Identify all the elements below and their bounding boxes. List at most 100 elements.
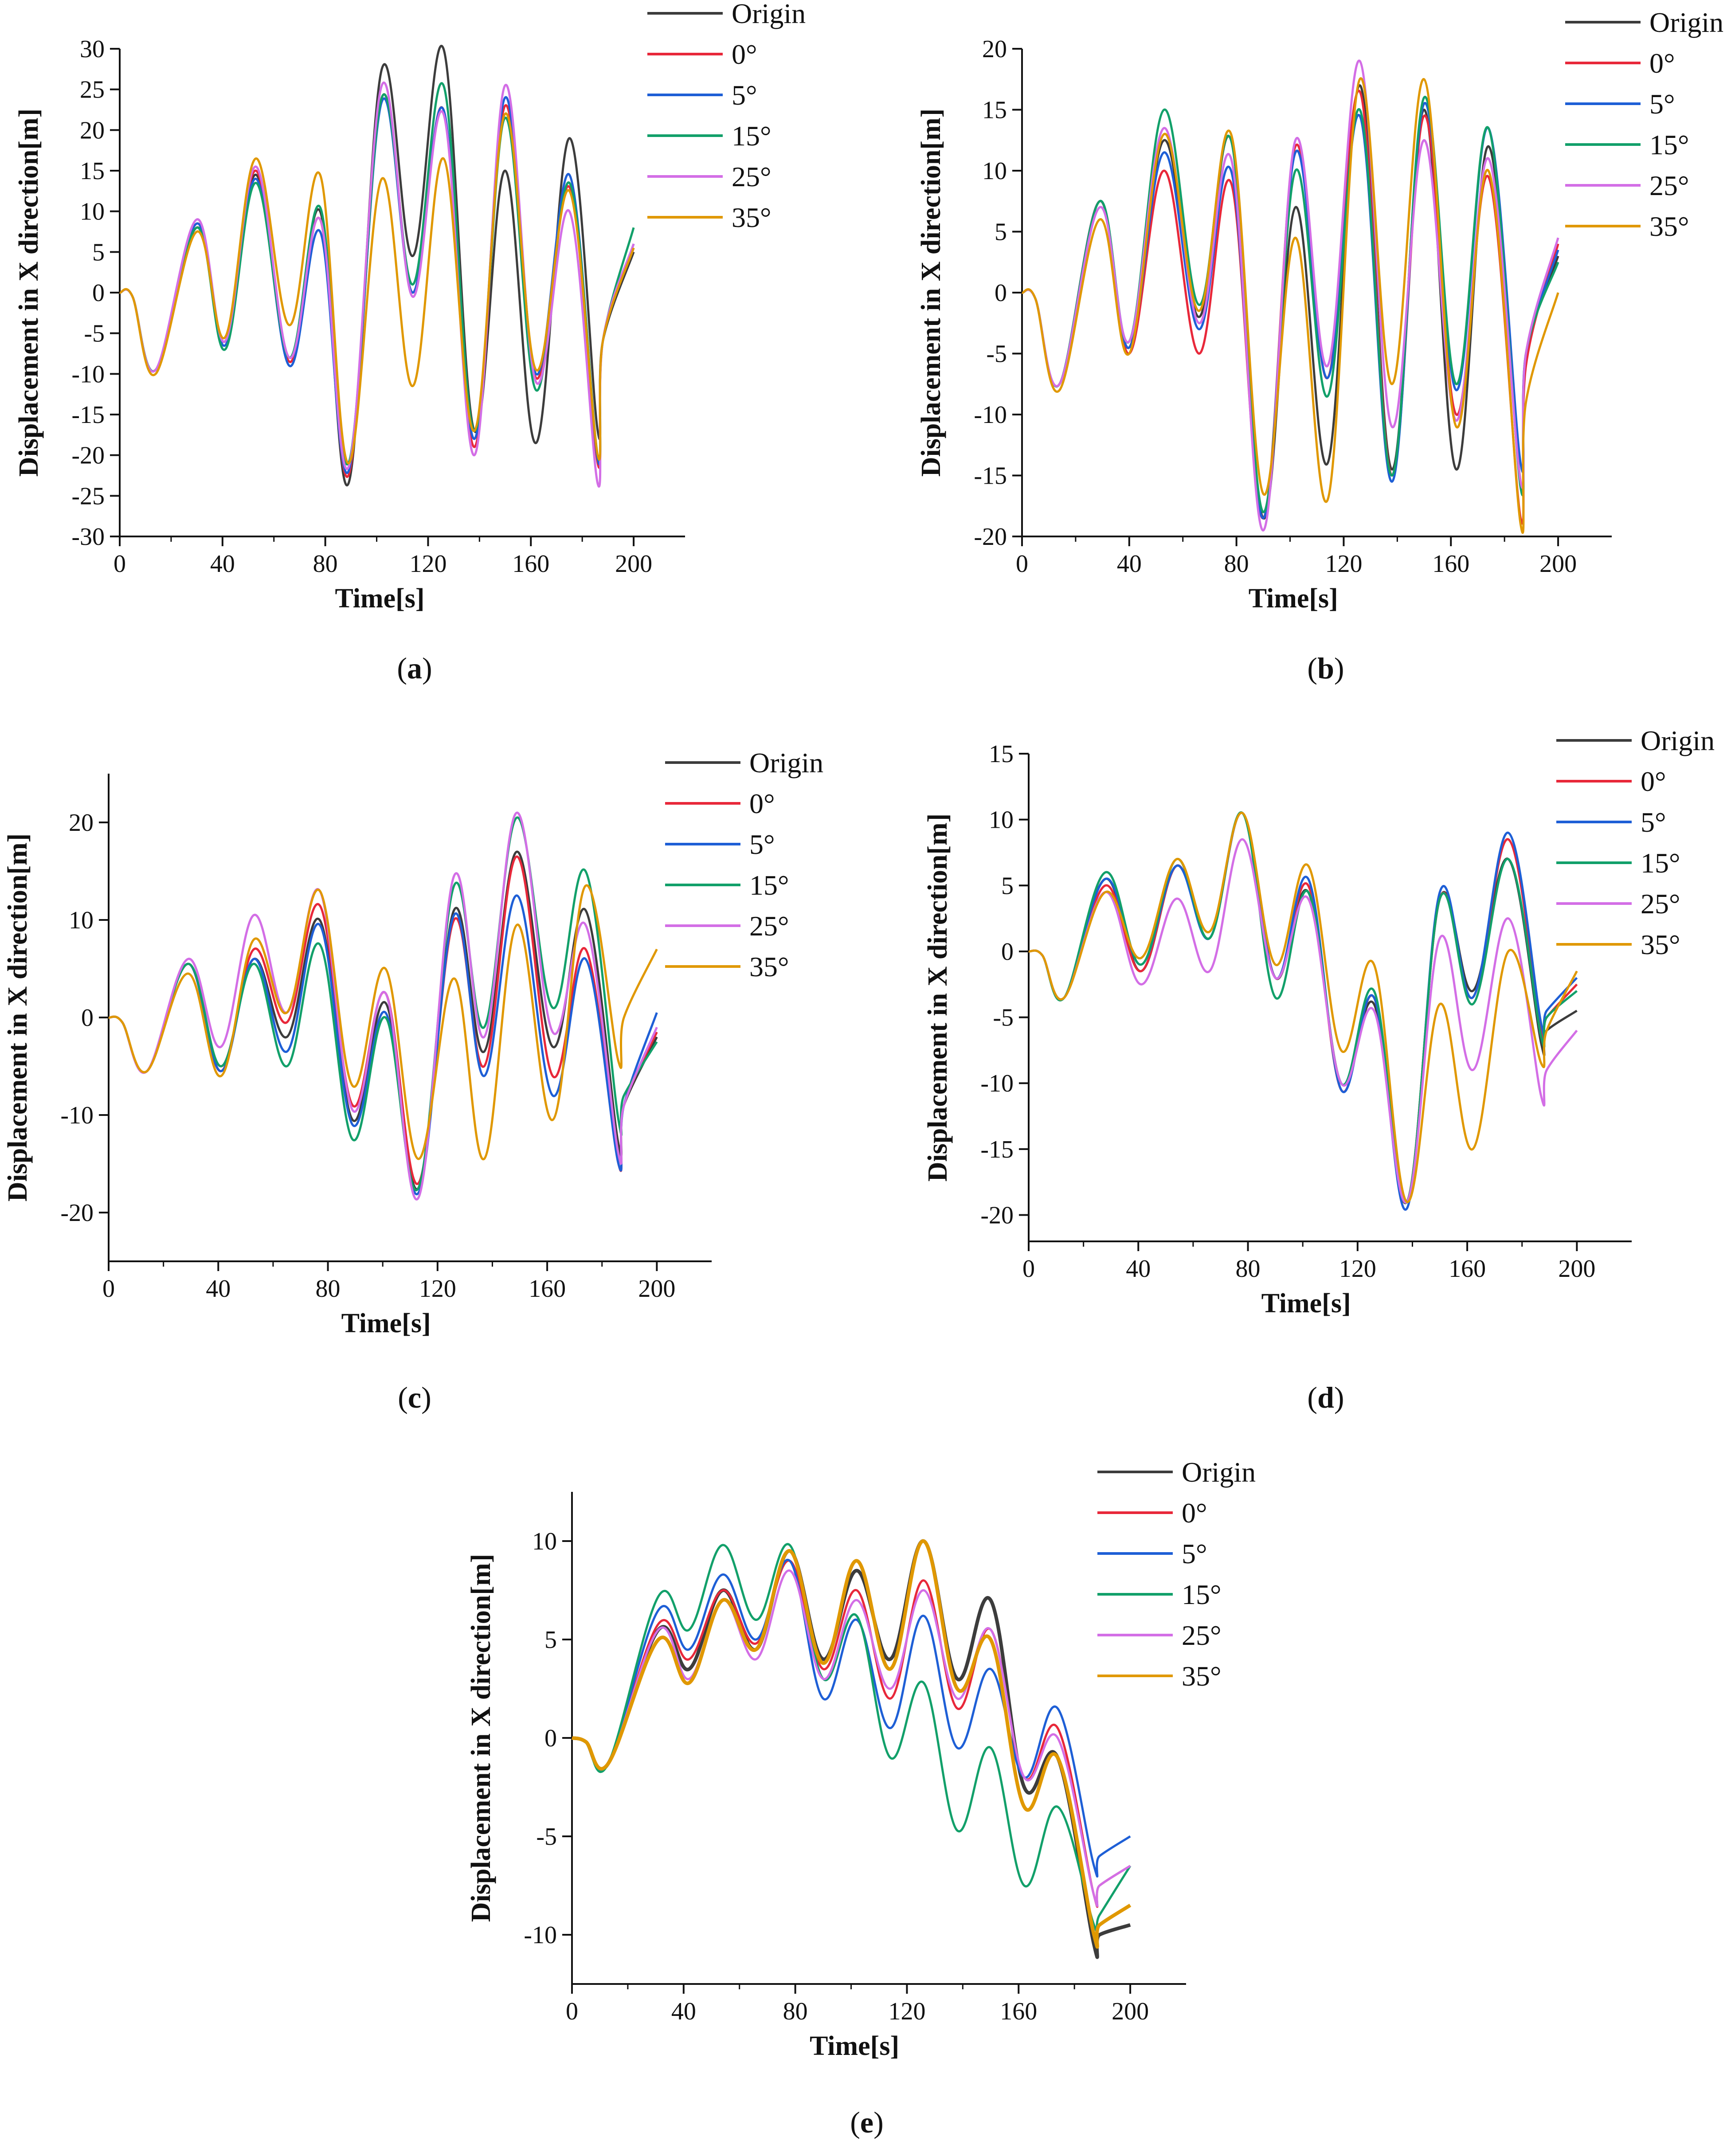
- x-tick-label: 40: [1126, 1255, 1151, 1283]
- x-tick-label: 0: [1016, 550, 1028, 578]
- legend-label: Origin: [1649, 7, 1723, 38]
- legend-label: 35°: [732, 202, 772, 233]
- x-axis-title: Time[s]: [810, 2031, 899, 2061]
- y-tick-label: 10: [80, 198, 105, 226]
- x-tick-label: 200: [615, 550, 652, 578]
- y-tick-label: -10: [980, 1070, 1014, 1097]
- chart-panel-d: 0 40 80 120 160 200 -20 -15 -10 -5 0 5 10 15 Time[s] Di…: [923, 725, 1715, 1414]
- x-axis-title: Time[s]: [1261, 1288, 1351, 1319]
- x-tick-label: 120: [1325, 550, 1362, 578]
- y-tick-label: -15: [974, 462, 1007, 490]
- series-line-5°: [1028, 812, 1578, 1211]
- y-tick-label: 5: [1001, 872, 1014, 900]
- chart-panel-a: 0 40 80 120 160 200 -30 -25 -20 -15 -10 -5 0 5 10 15 20 2…: [14, 0, 806, 685]
- y-tick-label: 0: [81, 1004, 94, 1032]
- y-tick-label: 10: [989, 806, 1014, 834]
- series-line-0°: [1028, 812, 1578, 1204]
- legend-label: 0°: [1182, 1497, 1207, 1529]
- y-tick-label: 10: [69, 907, 94, 934]
- series-line-35°: [571, 1539, 1132, 1949]
- y-tick-label: -20: [60, 1199, 94, 1227]
- x-tick-label: 80: [1236, 1255, 1261, 1283]
- y-axis-title: Displacement in X direction[m]: [916, 109, 946, 477]
- x-tick-label: 200: [638, 1275, 675, 1303]
- x-tick-label: 40: [1117, 550, 1142, 578]
- x-tick-label: 200: [1539, 550, 1577, 578]
- legend-label: 35°: [1649, 211, 1689, 242]
- y-tick-label: 30: [80, 35, 105, 63]
- panel-caption: (a): [397, 651, 432, 685]
- legend-label: 15°: [1641, 847, 1680, 879]
- series-line-25°: [1028, 838, 1578, 1204]
- x-axis-title: Time[s]: [341, 1308, 431, 1338]
- series-line-25°: [108, 811, 658, 1201]
- legend-label: 15°: [749, 869, 789, 901]
- legend-label: 0°: [749, 788, 775, 819]
- legend-label: 35°: [749, 951, 789, 982]
- chart-panel-e: 0 40 80 120 160 200 -10 -5 0 5 10 Time[s] Displaceme…: [466, 1456, 1256, 2139]
- legend-label: 5°: [1649, 88, 1675, 120]
- series-line-Origin: [1028, 812, 1578, 1205]
- x-tick-label: 160: [1432, 550, 1469, 578]
- legend-label: 15°: [1649, 129, 1689, 160]
- y-tick-label: -20: [71, 442, 105, 470]
- series-line-0°: [1021, 90, 1559, 524]
- legend-label: 25°: [1182, 1620, 1222, 1651]
- series-line-5°: [119, 96, 635, 474]
- y-tick-label: 25: [80, 76, 105, 104]
- x-tick-label: 120: [888, 1998, 925, 2025]
- y-tick-label: -10: [974, 401, 1007, 429]
- series-line-25°: [572, 1569, 1131, 1907]
- legend-label: Origin: [1182, 1456, 1256, 1488]
- x-tick-label: 40: [210, 550, 235, 578]
- x-tick-label: 40: [671, 1998, 696, 2025]
- series-line-35°: [1021, 77, 1559, 534]
- y-tick-label: 20: [80, 117, 105, 144]
- series-line-15°: [1021, 96, 1559, 513]
- y-tick-label: 10: [982, 157, 1007, 185]
- y-axis-title: Displacement in X direction[m]: [466, 1554, 496, 1922]
- chart-panel-c: 0 40 80 120 160 200 -20 -10 0 10 20 Time[s] Displace…: [3, 747, 823, 1414]
- x-tick-label: 120: [419, 1275, 456, 1303]
- x-tick-label: 80: [313, 550, 338, 578]
- legend-label: 5°: [1641, 806, 1666, 838]
- x-tick-label: 160: [1000, 1998, 1037, 2025]
- y-tick-label: 15: [80, 157, 105, 185]
- chart-panel-b: 0 40 80 120 160 200 -20 -15 -10 -5 0 5 10 15 20 Time[s]…: [916, 7, 1723, 685]
- y-tick-label: 0: [544, 1725, 557, 1752]
- panel-caption: (c): [398, 1381, 431, 1414]
- series-line-Origin: [1021, 84, 1559, 520]
- legend-label: 5°: [1182, 1538, 1207, 1569]
- series-line-0°: [119, 93, 635, 478]
- y-tick-label: -5: [986, 340, 1007, 368]
- y-tick-label: -15: [71, 401, 105, 429]
- series-line-25°: [1021, 59, 1559, 532]
- y-axis-title: Displacement in X direction[m]: [923, 814, 953, 1182]
- y-axis-title: Displacement in X direction[m]: [14, 109, 44, 477]
- legend-label: Origin: [732, 0, 806, 29]
- x-tick-label: 160: [1449, 1255, 1486, 1283]
- y-tick-label: 0: [1001, 938, 1014, 966]
- y-tick-label: -30: [71, 523, 105, 551]
- y-tick-label: -10: [60, 1102, 94, 1129]
- y-tick-label: 0: [92, 279, 105, 307]
- y-tick-label: 10: [532, 1528, 557, 1555]
- x-tick-label: 160: [512, 550, 549, 578]
- series-line-15°: [572, 1543, 1132, 1935]
- y-axis-title: Displacement in X direction[m]: [3, 833, 33, 1202]
- y-tick-label: 5: [92, 239, 105, 266]
- series-line-35°: [108, 884, 658, 1160]
- y-tick-label: 5: [995, 219, 1007, 246]
- y-tick-label: -5: [536, 1823, 557, 1851]
- legend-label: Origin: [749, 747, 823, 779]
- y-tick-label: 15: [989, 740, 1014, 768]
- x-tick-label: 80: [316, 1275, 341, 1303]
- panel-caption: (b): [1307, 651, 1344, 685]
- y-tick-label: -10: [71, 360, 105, 388]
- series-line-25°: [119, 82, 635, 488]
- x-tick-label: 0: [1022, 1255, 1035, 1283]
- series-line-15°: [1028, 811, 1578, 1204]
- legend-label: 25°: [732, 161, 772, 192]
- x-tick-label: 80: [1224, 550, 1249, 578]
- legend-label: 15°: [1182, 1579, 1222, 1610]
